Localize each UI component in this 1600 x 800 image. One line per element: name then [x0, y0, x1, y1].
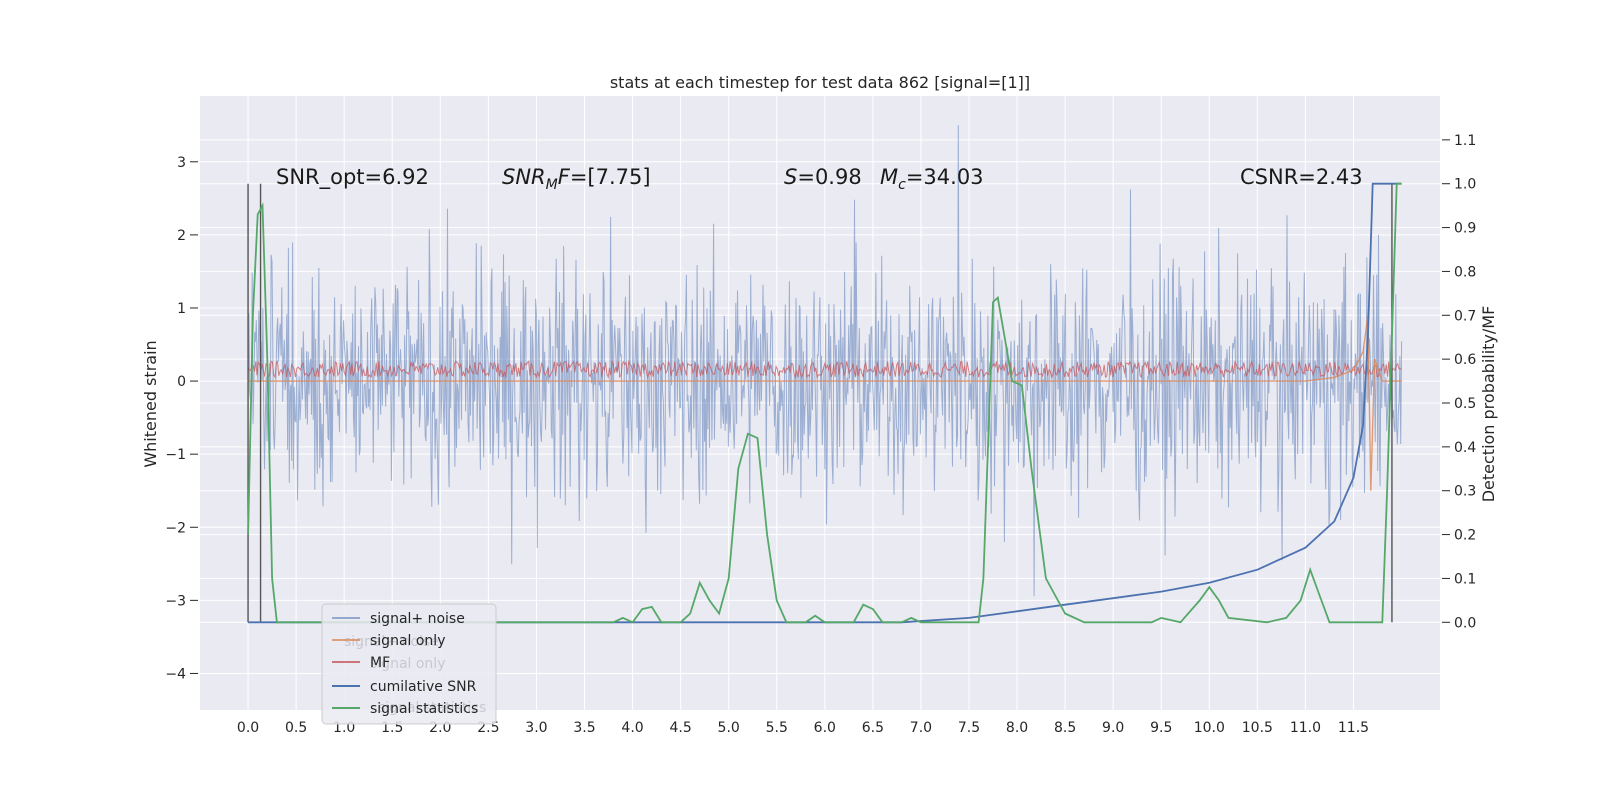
- annotation-mc: Mc=34.03: [880, 165, 984, 193]
- y-right-tick-label: 0.5: [1454, 396, 1476, 412]
- annotation-s-value: =0.98: [797, 165, 861, 189]
- x-tick-label: 10.0: [1194, 720, 1225, 736]
- x-tick-label: 11.5: [1338, 720, 1369, 736]
- annotation-mc-sub: c: [898, 177, 906, 193]
- mf-line: [247, 359, 1402, 380]
- annotation-snr-mf-sub: M: [546, 177, 558, 193]
- annotation-snr-mf-rest: F: [558, 165, 571, 189]
- y-left-tick-label: 3: [177, 155, 186, 171]
- annotation-csnr: CSNR=2.43: [1240, 165, 1363, 189]
- legend-label-mf: MF: [370, 655, 390, 671]
- x-tick-label: 7.5: [958, 720, 980, 736]
- x-tick-label: 9.0: [1102, 720, 1124, 736]
- mf-series: [247, 359, 1402, 380]
- x-tick-label: 5.0: [718, 720, 740, 736]
- x-tick-label: 6.0: [814, 720, 836, 736]
- y-left-axis-label: Whitened strain: [141, 340, 160, 467]
- annotation-snr-mf-italic: SNR: [502, 165, 546, 189]
- legend-label-noise: signal+ noise: [370, 611, 465, 627]
- annotation-snr-mf: SNRMF=[7.75]: [502, 165, 651, 193]
- y-right-tick-label: 0.3: [1454, 484, 1476, 500]
- y-left-tick-label: 1: [177, 301, 186, 317]
- y-right-tick-label: 1.0: [1454, 177, 1476, 193]
- annotation-s-italic: S: [784, 165, 797, 189]
- x-tick-label: 0.5: [285, 720, 307, 736]
- x-tick-label: 8.5: [1054, 720, 1076, 736]
- y-left-tick-labels: 3 2 1 0 −1 −2 −3 −4: [165, 155, 198, 682]
- y-right-tick-label: 0.7: [1454, 308, 1476, 324]
- legend: signal+ noise signal only signal statist…: [321, 603, 497, 725]
- y-left-tick-label: −3: [165, 593, 186, 609]
- y-right-tick-label: 0.1: [1454, 571, 1476, 587]
- x-tick-label: 6.5: [862, 720, 884, 736]
- y-left-tick-label: 0: [177, 374, 186, 390]
- y-right-axis-label: Detection probability/MF: [1479, 306, 1498, 503]
- y-right-tick-label: 0.8: [1454, 264, 1476, 280]
- x-tick-label: 4.5: [669, 720, 691, 736]
- annotations: SNR_opt=6.92 SNRMF=[7.75] S=0.98 Mc=34.0…: [276, 165, 1363, 193]
- annotation-mc-italic: M: [880, 165, 898, 189]
- x-tick-label: 3.5: [573, 720, 595, 736]
- x-tick-label: 8.0: [1006, 720, 1028, 736]
- cumulative-snr-line: [248, 182, 1402, 624]
- signal-statistics-line: [247, 182, 1402, 624]
- chart-title: stats at each timestep for test data 862…: [610, 73, 1030, 92]
- annotation-s: S=0.98: [784, 165, 862, 189]
- x-tick-label: 9.5: [1150, 720, 1172, 736]
- legend-label-cumulative-snr: cumilative SNR: [370, 679, 477, 695]
- x-tick-label: 4.0: [621, 720, 643, 736]
- x-tick-labels: 0.0 0.5 1.0 1.5 2.0 2.5 3.0 3.5 4.0 4.5 5.0 5.5 6.0 6…: [237, 720, 1369, 736]
- line-series: [247, 182, 1402, 624]
- x-tick-label: 10.5: [1242, 720, 1273, 736]
- x-tick-label: 5.5: [766, 720, 788, 736]
- annotation-snr-opt: SNR_opt=6.92: [276, 165, 429, 190]
- legend-label-signal-statistics: signal statistics: [370, 701, 478, 717]
- y-right-tick-labels: 1.1 1.0 0.9 0.8 0.7 0.6 0.5 0.4 0.3 0.2 0.1 0.0: [1442, 133, 1476, 631]
- y-right-tick-label: 0.6: [1454, 352, 1476, 368]
- annotation-mc-value: =34.03: [906, 165, 984, 189]
- legend-ghost-1: signal+ noise: [344, 634, 439, 650]
- y-left-tick-label: −2: [165, 520, 186, 536]
- y-right-tick-label: 0.4: [1454, 440, 1476, 456]
- x-tick-label: 7.0: [910, 720, 932, 736]
- x-tick-label: 3.0: [525, 720, 547, 736]
- x-tick-label: 0.0: [237, 720, 259, 736]
- legend-ghost-3: signal statistics: [378, 700, 486, 716]
- y-right-tick-label: 0.2: [1454, 528, 1476, 544]
- y-left-tick-label: 2: [177, 228, 186, 244]
- y-left-tick-label: −4: [165, 666, 186, 682]
- legend-label-signal-only: signal only: [370, 633, 445, 649]
- annotation-snr-mf-value: =[7.75]: [570, 165, 651, 189]
- signal-only-line: [248, 315, 1402, 491]
- x-tick-label: 11.0: [1290, 720, 1321, 736]
- y-left-tick-label: −1: [165, 447, 186, 463]
- legend-box: [321, 603, 497, 725]
- y-right-tick-label: 1.1: [1454, 133, 1476, 149]
- legend-ghost-2: signal only: [370, 656, 445, 672]
- y-right-tick-label: 0.9: [1454, 221, 1476, 237]
- y-right-tick-label: 0.0: [1454, 615, 1476, 631]
